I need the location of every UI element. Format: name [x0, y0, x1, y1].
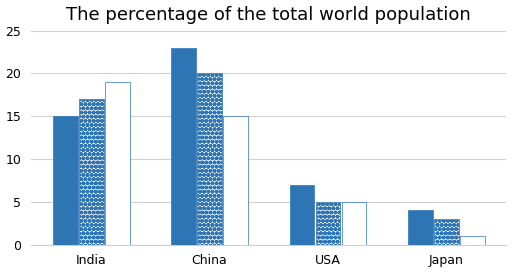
Bar — [408, 210, 433, 245]
Bar — [223, 116, 248, 245]
Bar — [434, 219, 459, 245]
Bar — [53, 116, 78, 245]
Bar — [171, 48, 196, 245]
Bar — [289, 185, 314, 245]
Bar — [79, 99, 103, 245]
Bar — [460, 236, 485, 245]
Bar — [197, 73, 222, 245]
Bar — [342, 202, 367, 245]
Title: The percentage of the total world population: The percentage of the total world popula… — [67, 5, 471, 23]
Bar — [105, 82, 130, 245]
Bar — [315, 202, 340, 245]
